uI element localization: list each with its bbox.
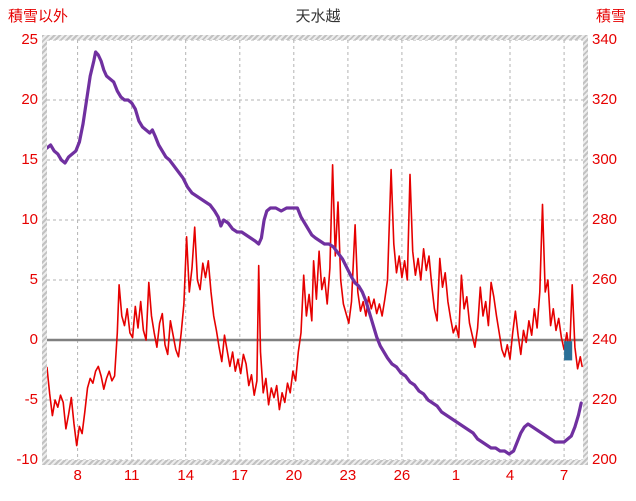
series-line-left bbox=[46, 164, 583, 447]
right-tick-label: 220 bbox=[592, 391, 618, 408]
x-tick-label: 8 bbox=[73, 467, 82, 484]
chart-title: 天水越 bbox=[295, 8, 341, 25]
x-tick-label: 26 bbox=[393, 467, 411, 484]
left-tick-label: 5 bbox=[29, 271, 38, 288]
right-axis-title: 積雪 bbox=[595, 8, 626, 25]
left-tick-label: -5 bbox=[24, 391, 38, 408]
x-tick-label: 1 bbox=[451, 467, 461, 484]
plot-svg bbox=[45, 39, 583, 461]
plot-area bbox=[45, 39, 583, 461]
right-tick-label: 340 bbox=[592, 31, 618, 48]
left-tick-label: -10 bbox=[16, 451, 38, 468]
right-tick-label: 320 bbox=[592, 91, 618, 108]
current-value-marker bbox=[564, 341, 573, 361]
right-tick-label: 200 bbox=[592, 451, 618, 468]
x-tick-label: 14 bbox=[177, 467, 195, 484]
x-tick-label: 20 bbox=[285, 467, 303, 484]
right-tick-label: 260 bbox=[592, 271, 618, 288]
series-line-right bbox=[45, 50, 583, 456]
left-tick-label: 25 bbox=[21, 31, 38, 48]
left-tick-label: 20 bbox=[21, 91, 38, 108]
right-tick-label: 280 bbox=[592, 211, 618, 228]
left-axis-title: 積雪以外 bbox=[8, 8, 69, 25]
x-tick-label: 23 bbox=[339, 467, 357, 484]
x-tick-label: 4 bbox=[505, 467, 515, 484]
x-tick-label: 11 bbox=[123, 467, 140, 484]
plot-frame bbox=[42, 35, 588, 465]
left-tick-label: 0 bbox=[29, 331, 38, 348]
right-tick-label: 240 bbox=[592, 331, 618, 348]
right-tick-label: 300 bbox=[592, 151, 618, 168]
x-tick-label: 17 bbox=[231, 467, 249, 484]
left-tick-label: 15 bbox=[21, 151, 38, 168]
left-tick-label: 10 bbox=[21, 211, 38, 228]
x-tick-label: 7 bbox=[559, 467, 569, 484]
